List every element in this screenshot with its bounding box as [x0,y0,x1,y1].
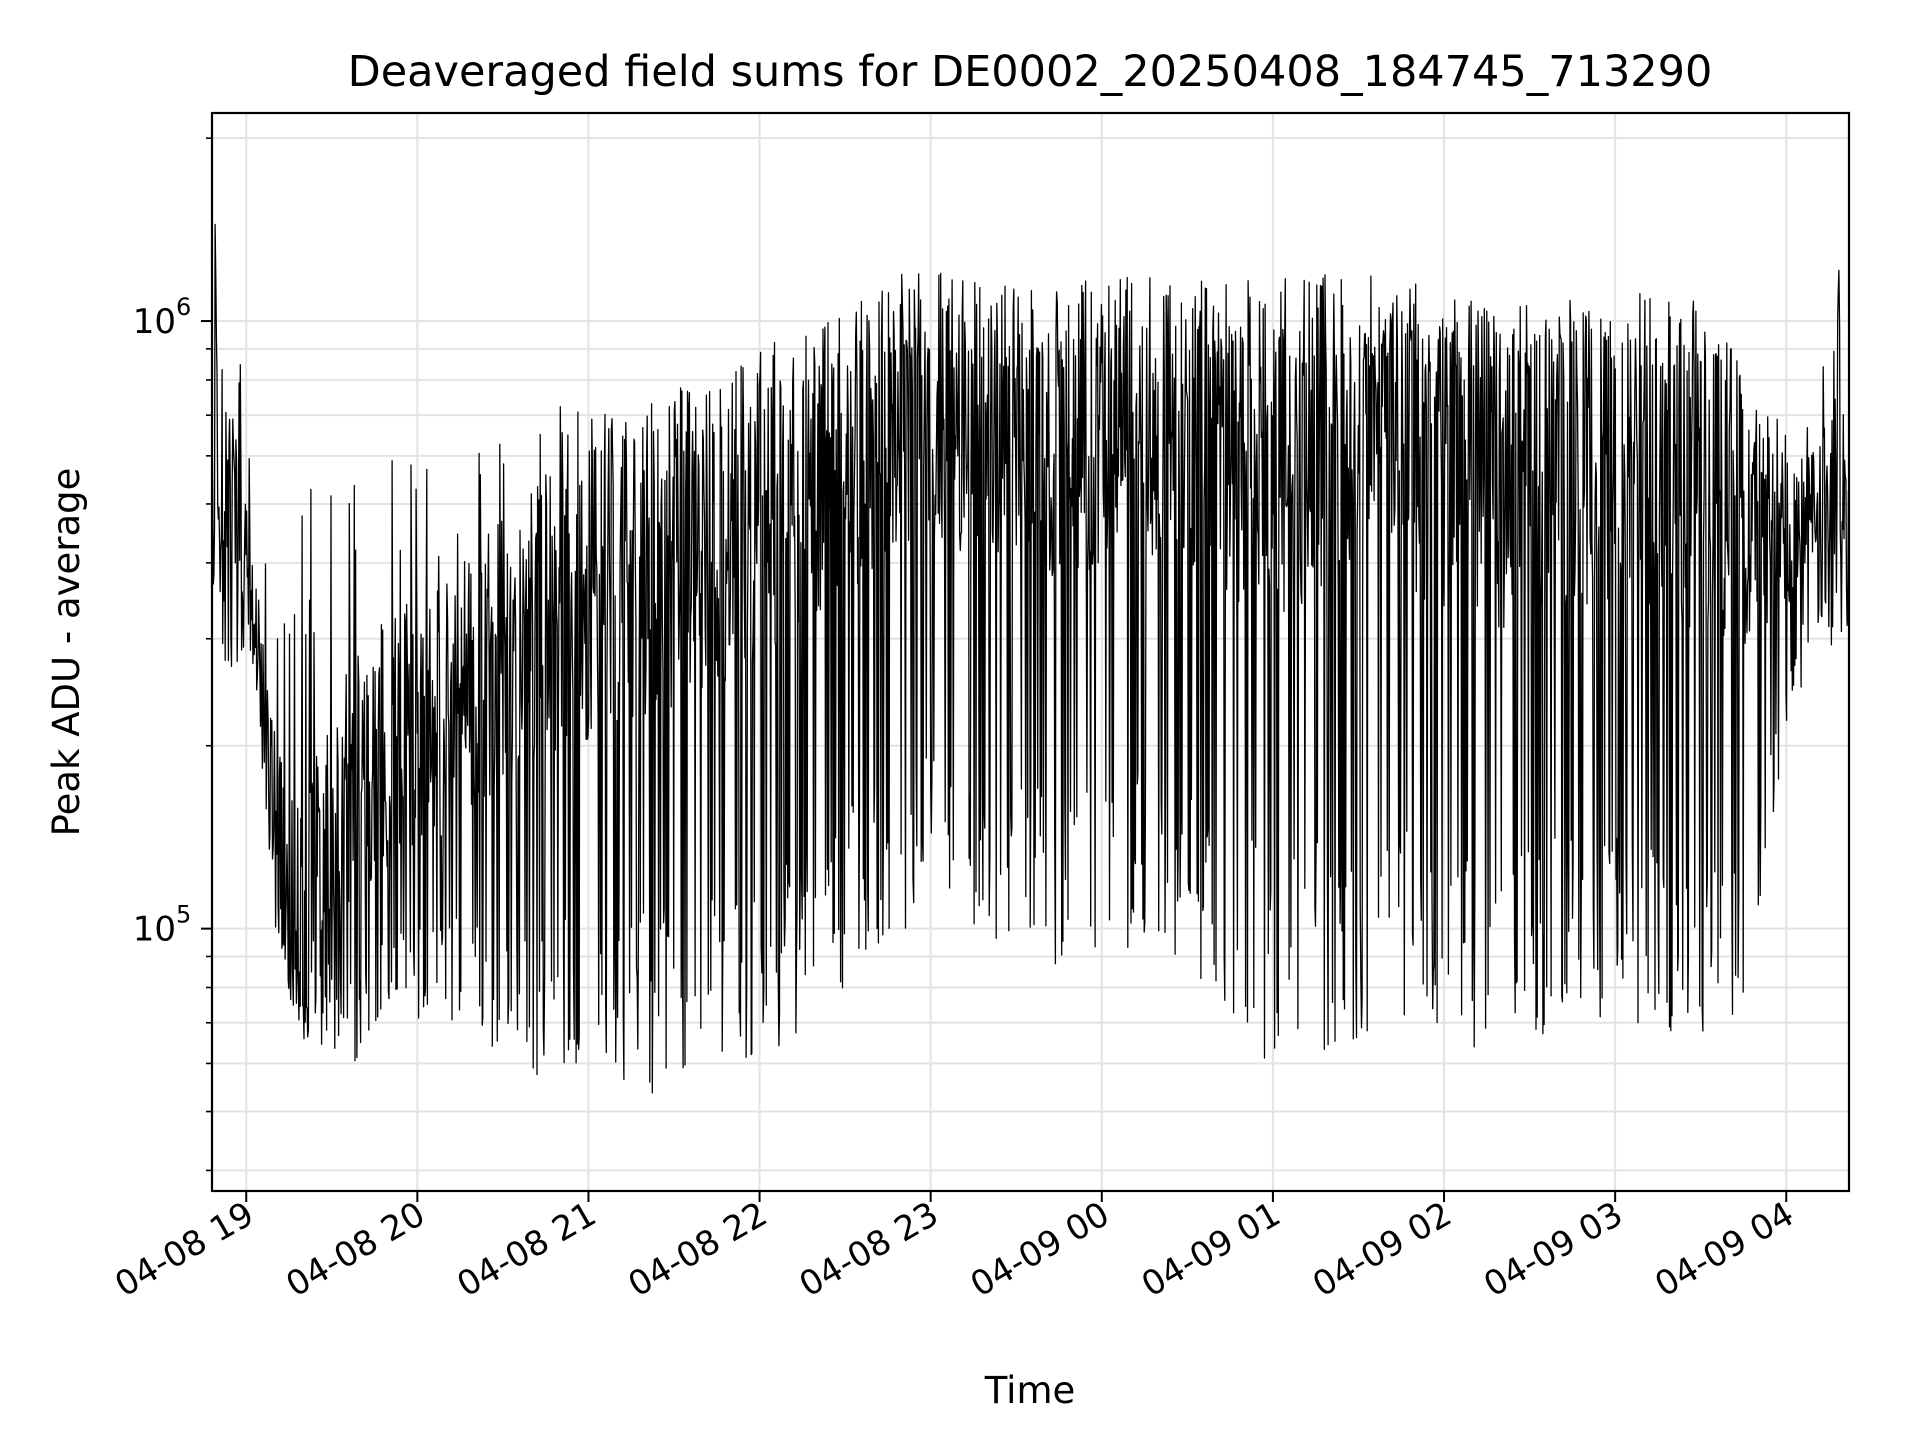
y-tick-exponent: 5 [176,901,191,929]
chart-title: Deaveraged field sums for DE0002_2025040… [348,47,1713,97]
series-line [211,223,1850,1094]
y-tick-label: 10 6 [133,293,192,342]
y-tick-base: 10 [133,910,176,950]
y-tick-exponent: 6 [176,293,191,321]
x-axis-label: Time [984,1369,1076,1412]
y-tick-label: 10 5 [133,901,192,950]
y-tick-base: 10 [133,302,176,342]
plot-frame [210,111,1851,1193]
data-series-line [211,223,1850,1094]
y-axis-label: Peak ADU - average [45,468,88,837]
